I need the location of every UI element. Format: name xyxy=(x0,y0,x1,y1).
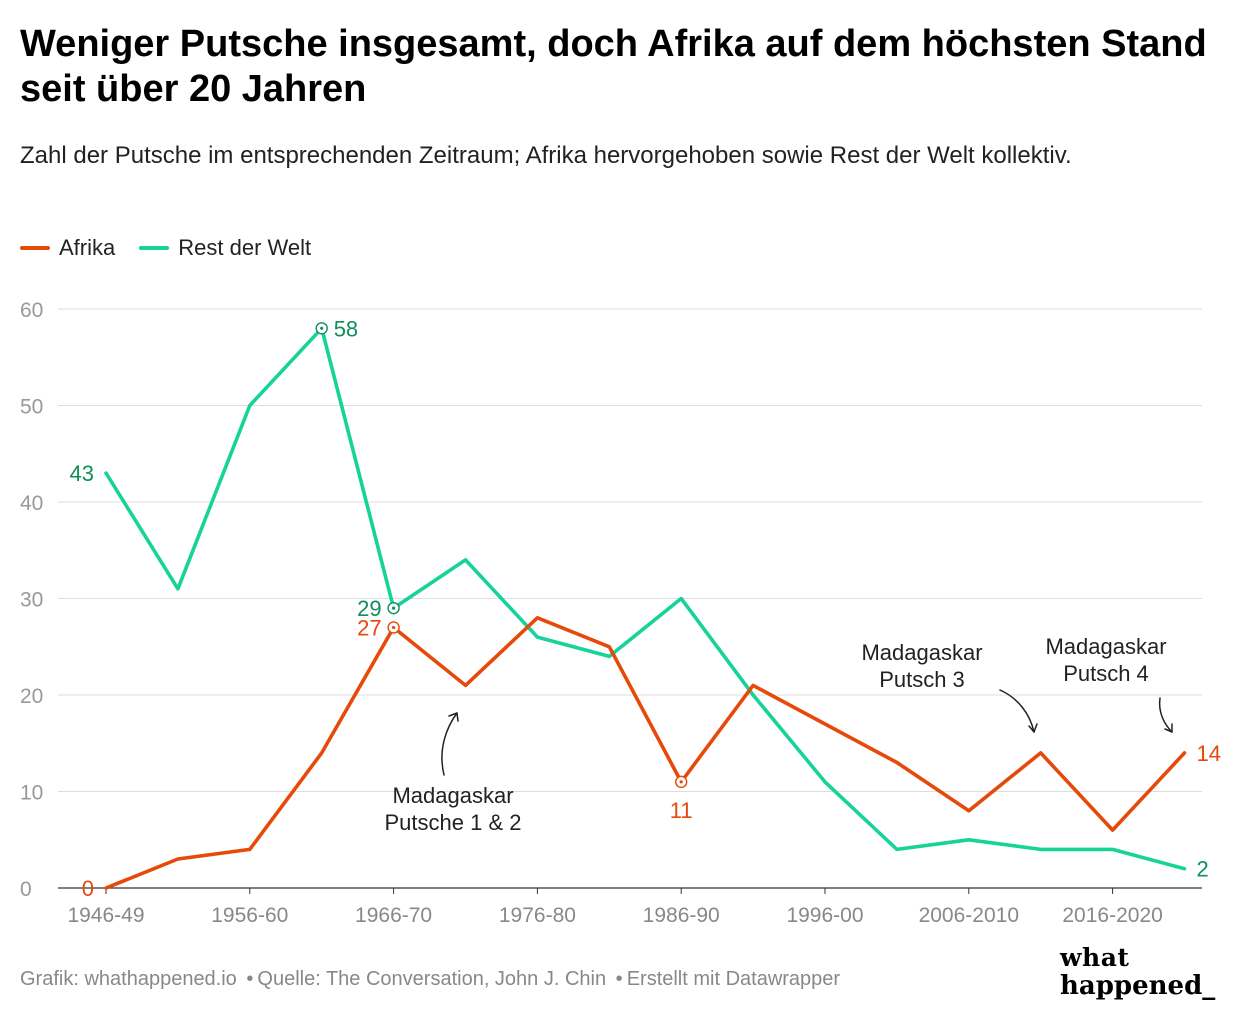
data-labels: 0 27 11 14 43 58 29 2 xyxy=(70,316,1221,901)
madagaskar-putsch-4-arrowhead xyxy=(1164,723,1173,733)
footer-quelle: Quelle: The Conversation, John J. Chin xyxy=(257,968,607,990)
madagaskar-putsch-3-line-2: Putsch 3 xyxy=(879,667,965,692)
series-line-afrika xyxy=(104,615,1187,890)
data-label: 2 xyxy=(1197,857,1209,882)
madagaskar-putsche-1-2-line-1: Madagaskar xyxy=(392,783,513,808)
x-tick-label: 1946-49 xyxy=(67,904,144,927)
y-axis-ticks: 0 10 20 30 40 50 60 xyxy=(20,299,43,901)
highlight-marker-dot xyxy=(392,625,396,630)
gridlines xyxy=(58,308,1202,889)
x-tick-label: 1986-90 xyxy=(643,904,720,927)
x-tick-label: 2016-2020 xyxy=(1062,904,1162,927)
madagaskar-putsch-4-line-2: Putsch 4 xyxy=(1063,661,1149,686)
x-tick-label: 2006-2010 xyxy=(919,904,1019,927)
series-line-rest-der-welt xyxy=(104,326,1187,871)
footer-separator: • xyxy=(615,968,623,990)
madagaskar-putsch-3-arrowhead xyxy=(1028,723,1038,733)
x-tick-label: 1976-80 xyxy=(499,904,576,927)
chart-title: Weniger Putsche insgesamt, doch Afrika a… xyxy=(20,23,1207,110)
footer-grafik: Grafik: whathappened.io xyxy=(20,968,237,990)
y-tick-label: 10 xyxy=(20,782,43,805)
brand-logo-line2: happened_ xyxy=(1060,971,1216,1001)
highlight-marker-dot xyxy=(679,780,683,784)
madagaskar-putsch-4-line-1: Madagaskar xyxy=(1045,634,1166,659)
madagaskar-putsch-4-arrow xyxy=(1158,697,1173,733)
y-tick-label: 20 xyxy=(20,685,43,708)
brand-logo: what happened_ xyxy=(1060,943,1216,1001)
legend-swatch-rest-der-welt xyxy=(139,246,170,250)
y-tick-label: 40 xyxy=(20,492,43,515)
data-label: 11 xyxy=(670,798,693,823)
legend-label-rest-der-welt: Rest der Welt xyxy=(178,235,312,260)
data-label: 14 xyxy=(1197,741,1221,766)
y-tick-label: 50 xyxy=(20,396,43,419)
legend-label-afrika: Afrika xyxy=(59,235,116,260)
data-label: 27 xyxy=(357,615,381,640)
legend: Afrika Rest der Welt xyxy=(20,233,311,263)
x-tick-label: 1996-00 xyxy=(786,904,863,927)
legend-item-afrika: Afrika xyxy=(20,235,115,261)
legend-swatch-afrika xyxy=(20,246,50,250)
data-label: 29 xyxy=(357,596,381,621)
data-label: 58 xyxy=(334,316,358,341)
madagaskar-putsch-3-arrow xyxy=(999,689,1035,733)
data-label: 43 xyxy=(70,461,94,486)
y-tick-label: 0 xyxy=(20,878,32,901)
series-lines xyxy=(104,326,1187,890)
madagaskar-putsche-1-2-arrowhead xyxy=(448,712,459,722)
highlight-marker-dot xyxy=(392,606,396,610)
brand-logo-line1: what xyxy=(1060,943,1130,972)
footer-separator: • xyxy=(246,968,254,990)
footer: Grafik: whathappened.io • Quelle: The Con… xyxy=(20,968,840,991)
madagaskar-putsch-3-line-1: Madagaskar xyxy=(861,640,982,665)
madagaskar-putsche-1-2-line-2: Putsche 1 & 2 xyxy=(385,810,522,835)
madagaskar-putsche-1-2-arrow xyxy=(441,712,458,776)
legend-item-rest-der-welt: Rest der Welt xyxy=(139,235,311,261)
x-tick-label: 1956-60 xyxy=(211,904,288,927)
highlight-marker-dot xyxy=(320,326,324,330)
chart-subtitle: Zahl der Putsche im entsprechenden Zeitr… xyxy=(20,142,1072,169)
x-tick-label: 1966-70 xyxy=(355,904,432,927)
data-label: 0 xyxy=(82,876,94,901)
y-tick-label: 30 xyxy=(20,589,43,612)
y-tick-label: 60 xyxy=(20,299,43,322)
x-axis-ticks: 1946-49 1956-60 1966-70 1976-80 1986-90 1996-… xyxy=(67,888,1163,927)
footer-erstellt: Erstellt mit Datawrapper xyxy=(626,968,841,990)
